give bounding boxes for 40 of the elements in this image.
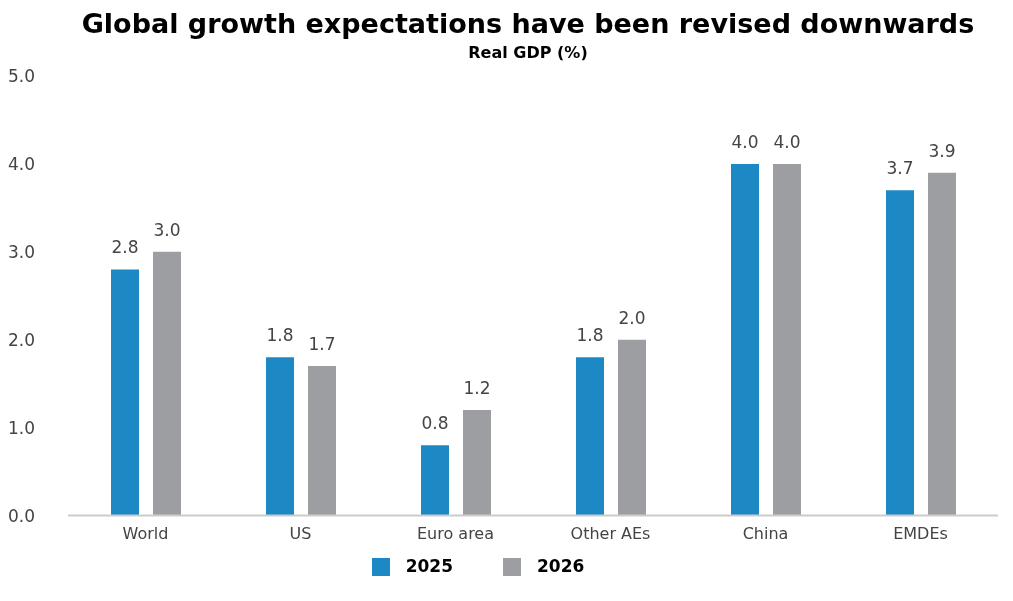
bar: [886, 190, 914, 516]
y-tick-label: 2.0: [8, 329, 36, 350]
chart-subtitle: Real GDP (%): [467, 43, 589, 62]
data-label: 3.7: [886, 158, 914, 179]
y-tick-label: 1.0: [8, 417, 36, 438]
bar: [773, 163, 801, 516]
data-label: 4.0: [731, 131, 759, 152]
data-label: 3.9: [928, 140, 956, 161]
data-label: 3.0: [153, 219, 181, 240]
data-label: 4.0: [773, 131, 801, 152]
legend-label: 2025: [405, 555, 453, 576]
bar: [576, 357, 604, 516]
data-label: 1.7: [308, 334, 336, 355]
bar: [928, 172, 956, 516]
data-label: 1.8: [266, 325, 294, 346]
y-tick-label: 3.0: [8, 241, 36, 262]
y-tick-label: 0.0: [8, 505, 36, 526]
data-label: 0.8: [421, 413, 449, 434]
bar: [153, 251, 181, 516]
bar: [266, 357, 294, 516]
bar: [111, 269, 139, 516]
data-label: 2.0: [618, 307, 646, 328]
data-label: 1.8: [576, 325, 604, 346]
x-tick-label: EMDEs: [893, 523, 948, 543]
y-tick-label: 5.0: [8, 66, 36, 87]
x-tick-label: US: [289, 523, 312, 543]
x-tick-label: Other AEs: [570, 523, 651, 543]
legend-label: 2026: [537, 555, 585, 576]
bar: [463, 410, 491, 516]
data-label: 1.2: [463, 378, 491, 399]
x-tick-label: Euro area: [416, 523, 495, 543]
y-tick-label: 4.0: [8, 153, 36, 174]
bar: [308, 366, 336, 516]
bar: [618, 339, 646, 516]
data-label: 2.8: [111, 237, 139, 258]
x-tick-label: China: [742, 523, 789, 543]
x-tick-label: World: [122, 523, 169, 543]
chart-title: Global growth expectations have been revised downwards: [80, 8, 976, 39]
bar: [421, 445, 449, 516]
bar: [731, 163, 759, 516]
